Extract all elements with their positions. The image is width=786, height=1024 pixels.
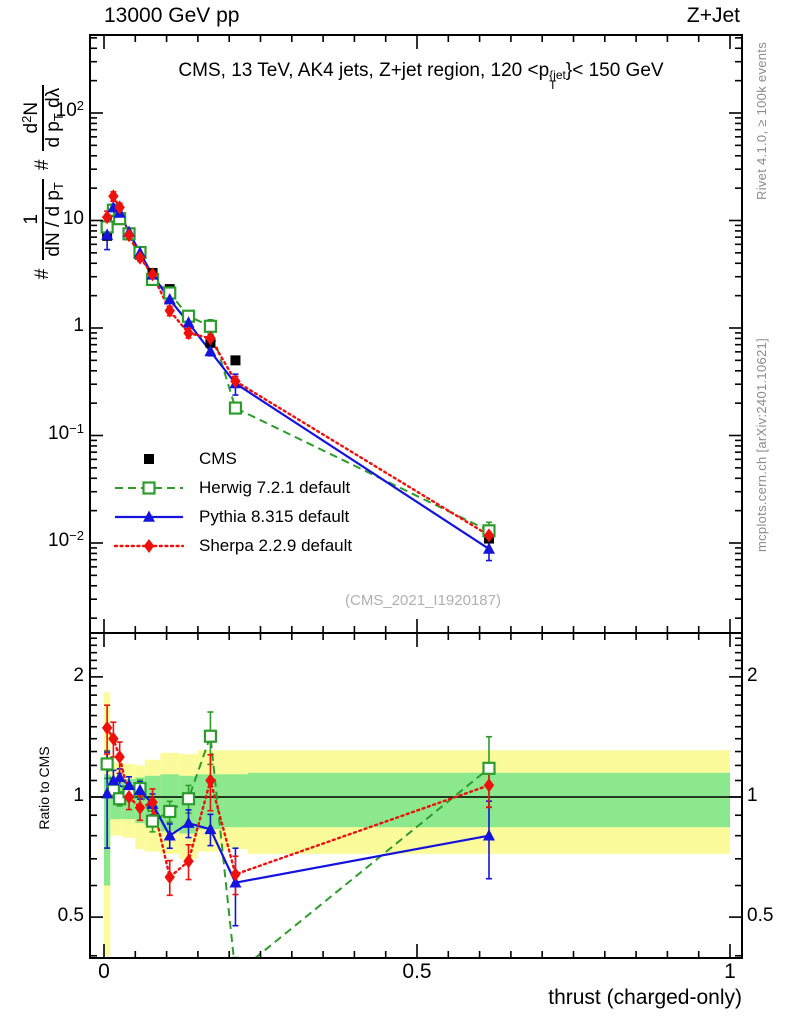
panel-title-text: CMS, 13 TeV, AK4 jets, Z+jet region, 120… — [178, 60, 550, 81]
legend-item-cms: CMS — [112, 444, 352, 473]
ratio-y-tick-label-right: 1 — [747, 785, 758, 806]
axis-ticks — [90, 35, 742, 958]
ratio-y-tick-label-right: 2 — [747, 664, 758, 686]
ratio-y-tick-label-left: 2 — [73, 664, 84, 686]
herwig-marker-icon — [115, 480, 183, 495]
hash-symbol: # — [32, 268, 53, 280]
legend-label-herwig: Herwig 7.2.1 default — [199, 477, 351, 497]
legend-label-pythia: Pythia 8.315 default — [199, 506, 350, 526]
main-y-tick-label: 102 — [55, 98, 84, 121]
ratio-y-tick-label-left: 1 — [73, 785, 84, 806]
ratio-y-tick-label-right: 0.5 — [747, 905, 774, 927]
main-y-tick-label: 1 — [73, 315, 84, 336]
legend: CMS Herwig 7.2.1 default Pythia 8.315 de… — [112, 444, 352, 560]
hash-symbol: # — [32, 159, 53, 171]
mcplots-attribution-note: mcplots.cern.ch [arXiv:2401.10621] — [754, 338, 769, 552]
panel-title: CMS, 13 TeV, AK4 jets, Z+jet region, 120… — [178, 60, 664, 92]
legend-item-herwig: Herwig 7.2.1 default — [112, 473, 352, 502]
main-y-tick-label: 10−2 — [48, 528, 84, 551]
ratio-panel-frame — [89, 632, 743, 959]
pt-jet-superscript: {jet T — [549, 68, 566, 92]
pythia-marker-icon — [115, 510, 183, 522]
legend-item-sherpa: Sherpa 2.2.9 default — [112, 531, 352, 560]
legend-item-pythia: Pythia 8.315 default — [112, 502, 352, 531]
main-y-tick-label: 10 — [62, 207, 84, 229]
main-y-tick-label: 10−1 — [48, 420, 84, 444]
main-y-axis-label: # 1 dN / d pT # d2N d pT dλ — [6, 26, 80, 338]
cms-marker-icon — [144, 453, 154, 464]
x-tick-label: 0 — [98, 960, 110, 983]
beam-energy-label: 13000 GeV pp — [104, 4, 240, 27]
ratio-data-layer — [100, 704, 496, 958]
legend-label-cms: CMS — [199, 448, 237, 468]
sherpa-marker-icon — [113, 538, 185, 553]
process-label: Z+Jet — [686, 4, 740, 27]
watermark: (CMS_2021_I1920187) — [345, 592, 501, 609]
x-tick-label: 1 — [724, 960, 736, 983]
main-data-layer — [100, 189, 496, 562]
legend-label-sherpa: Sherpa 2.2.9 default — [199, 535, 353, 555]
ratio-y-tick-label-left: 0.5 — [57, 905, 84, 927]
rivet-version-note: Rivet 4.1.0, ≥ 100k events — [754, 41, 769, 200]
x-tick-label: 0.5 — [402, 960, 432, 983]
panel-title-suffix: }< 150 GeV — [565, 60, 664, 81]
x-axis-title: thrust (charged-only) — [548, 986, 742, 1009]
